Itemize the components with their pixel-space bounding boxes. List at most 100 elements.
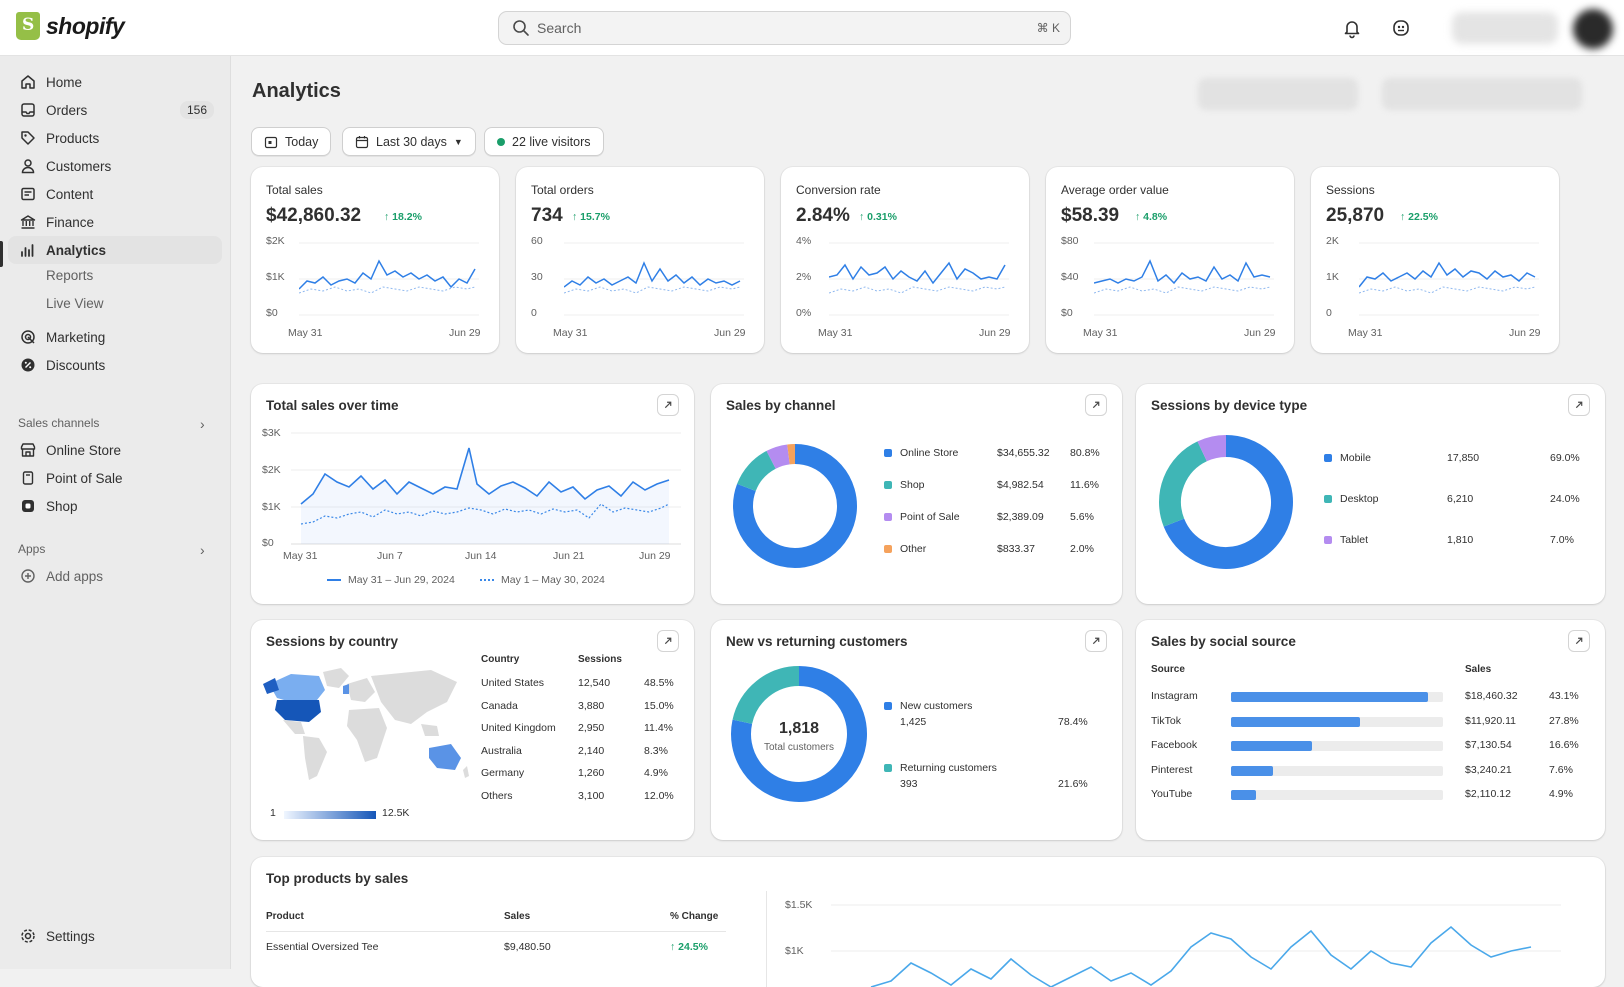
device-donut-chart	[1158, 434, 1294, 570]
x-tick: May 31	[288, 327, 322, 339]
x-tick: May 31	[818, 327, 852, 339]
legend-item[interactable]: New customers	[884, 700, 972, 712]
shopify-logo[interactable]: S shopify	[16, 12, 124, 40]
card-title: Total sales over time	[266, 398, 399, 413]
kpi-delta-value: 22.5%	[1408, 211, 1438, 223]
legend-swatch	[884, 545, 892, 553]
sidebar-item-customers[interactable]: Customers	[8, 152, 222, 180]
desktop-segment	[1170, 451, 1202, 522]
y-tick: $3K	[262, 427, 281, 439]
legend-item[interactable]: Mobile	[1324, 452, 1371, 464]
sidebar-item-label: Orders	[46, 103, 87, 118]
channel-pct: 2.0%	[1070, 543, 1094, 555]
date-range-select[interactable]: Last 30 days ▼	[342, 127, 476, 156]
sidebar-item-online-store[interactable]: Online Store	[8, 436, 222, 464]
legend-item[interactable]: Other	[884, 543, 926, 555]
map-europe	[347, 678, 375, 702]
y-tick: 60	[531, 235, 543, 247]
customer-pct: 78.4%	[1058, 716, 1088, 728]
legend-item[interactable]: Shop	[884, 479, 925, 491]
up-arrow-icon: ↑	[1135, 211, 1143, 223]
sidebar-item-products[interactable]: Products	[8, 124, 222, 152]
sales-channels-header[interactable]: Sales channels ›	[18, 416, 218, 432]
customer-count: 393	[900, 778, 918, 790]
legend-swatch	[884, 449, 892, 457]
sidebar-item-settings[interactable]: Settings	[8, 922, 222, 950]
today-filter-button[interactable]: Today	[251, 127, 331, 156]
expand-icon[interactable]	[1568, 394, 1590, 416]
legend-label: Other	[900, 543, 926, 555]
kpi-value: 25,870	[1326, 205, 1384, 227]
kpi-delta: ↑ 4.8%	[1135, 211, 1167, 223]
legend-previous[interactable]: May 1 – May 30, 2024	[480, 574, 605, 586]
sidebar-subitem-reports[interactable]: Reports	[46, 268, 93, 283]
sidebar-item-home[interactable]: Home	[8, 68, 222, 96]
y-tick: 4%	[796, 235, 811, 247]
sidebar-item-content[interactable]: Content	[8, 180, 222, 208]
sidebar-item-shop[interactable]: Shop	[8, 492, 222, 520]
total-sales-over-time-card: Total sales over time $3K $2K $1K $0 May…	[251, 384, 694, 604]
expand-icon[interactable]	[657, 394, 679, 416]
avatar[interactable]	[1573, 9, 1613, 49]
kpi-value: 2.84%	[796, 205, 850, 227]
current-period-line	[564, 263, 740, 287]
legend-current[interactable]: May 31 – Jun 29, 2024	[327, 574, 455, 586]
kpi-delta-value: 18.2%	[392, 211, 422, 223]
sidebar-item-marketing[interactable]: Marketing	[8, 323, 222, 351]
date-compare-button-blurred[interactable]	[1198, 78, 1358, 110]
sidebar-subitem-live-view[interactable]: Live View	[46, 296, 104, 311]
store-icon	[19, 441, 37, 459]
col-country: Country	[481, 654, 519, 665]
sidekick-icon[interactable]	[1390, 17, 1412, 39]
bank-icon	[19, 213, 37, 231]
expand-icon[interactable]	[1085, 630, 1107, 652]
x-tick: Jun 29	[979, 327, 1011, 339]
map-uk	[343, 684, 349, 694]
brand-name: shopify	[46, 13, 124, 40]
bell-icon[interactable]	[1341, 17, 1363, 39]
legend-item[interactable]: Point of Sale	[884, 511, 960, 523]
sidebar-item-orders[interactable]: Orders 156	[8, 96, 222, 124]
sidebar-item-discounts[interactable]: Discounts	[8, 351, 222, 379]
map-south-america	[303, 736, 327, 780]
new-exploration-button-blurred[interactable]	[1382, 78, 1582, 110]
expand-icon[interactable]	[1085, 394, 1107, 416]
sidebar-item-finance[interactable]: Finance	[8, 208, 222, 236]
map-usa	[275, 700, 321, 722]
legend-item[interactable]: Returning customers	[884, 762, 997, 774]
expand-icon[interactable]	[657, 630, 679, 652]
expand-icon[interactable]	[1568, 630, 1590, 652]
live-visitors-button[interactable]: 22 live visitors	[484, 127, 604, 156]
kpi-title: Conversion rate	[796, 183, 881, 197]
legend-item[interactable]: Online Store	[884, 447, 958, 459]
y-tick: $1.5K	[785, 899, 812, 911]
sidebar-item-add-apps[interactable]: Add apps	[8, 562, 222, 590]
calendar-icon	[264, 135, 278, 149]
sidebar-item-analytics[interactable]: Analytics	[8, 236, 222, 264]
country-sessions: 1,260	[578, 767, 604, 779]
sidebar-item-point-of-sale[interactable]: Point of Sale	[8, 464, 222, 492]
map-greenland	[323, 668, 349, 688]
search-bar[interactable]: Search ⌘ K	[498, 11, 1071, 45]
product-name[interactable]: Essential Oversized Tee	[266, 941, 378, 953]
y-tick: 0	[1326, 307, 1332, 319]
legend-swatch	[1324, 536, 1332, 544]
kpi-value: $42,860.32	[266, 205, 361, 227]
legend-item[interactable]: Desktop	[1324, 493, 1379, 505]
col-sales: Sales	[504, 911, 530, 922]
legend-item[interactable]: Tablet	[1324, 534, 1368, 546]
apps-header[interactable]: Apps ›	[18, 542, 218, 558]
plus-circle-icon	[19, 567, 37, 585]
y-tick: $2K	[266, 235, 285, 247]
kpi-delta-value: 4.8%	[1143, 211, 1167, 223]
social-pct: 43.1%	[1549, 690, 1579, 702]
y-tick: $1K	[785, 945, 804, 957]
col-product: Product	[266, 911, 304, 922]
store-name-blurred[interactable]	[1452, 12, 1558, 44]
map-mexico	[283, 720, 305, 734]
